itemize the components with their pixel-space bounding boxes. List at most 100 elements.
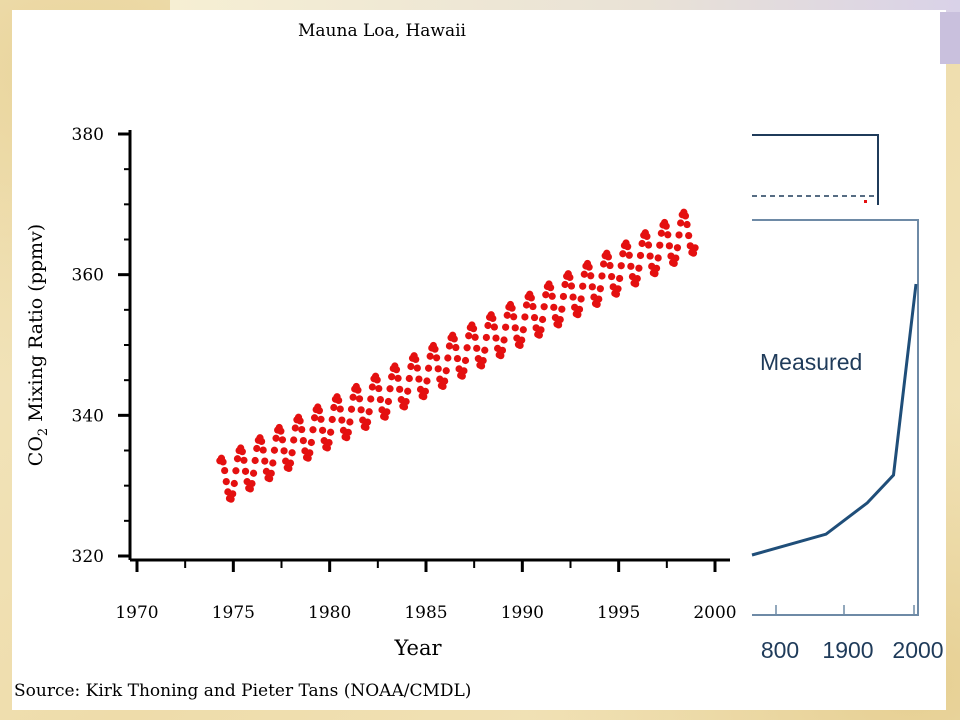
- co2-data-point: [530, 313, 539, 322]
- co2-data-point: [604, 253, 612, 261]
- co2-data-point: [636, 251, 645, 260]
- co2-data-point: [643, 232, 651, 241]
- co2-data-point: [441, 377, 449, 385]
- co2-data-point: [272, 434, 280, 442]
- co2-data-point: [240, 456, 248, 464]
- co2-data-point: [249, 469, 258, 477]
- co2-data-point: [683, 220, 691, 229]
- co2-data-point: [521, 313, 529, 321]
- co2-data-point: [484, 321, 492, 330]
- co2-data-point: [229, 490, 237, 498]
- co2-data-point: [664, 231, 672, 239]
- co2-data-point: [354, 386, 362, 394]
- co2-data-point: [596, 285, 604, 293]
- co2-data-point: [270, 446, 279, 454]
- co2-data-point: [538, 315, 547, 324]
- co2-data-point: [548, 292, 556, 300]
- co2-data-point: [540, 303, 548, 311]
- co2-data-point: [230, 479, 238, 488]
- inset-chart: 800 1900 2000 Measured: [751, 134, 944, 663]
- co2-data-point: [625, 251, 633, 259]
- co2-data-point: [681, 212, 690, 220]
- co2-data-point: [424, 364, 433, 372]
- inset-tick-label: 2000: [892, 637, 943, 663]
- co2-data-point: [550, 303, 558, 311]
- x-ticks: 1970 1975 1980 1985 1990 1995 2000: [115, 560, 737, 623]
- co2-data-point: [291, 424, 299, 432]
- co2-data-point: [442, 367, 450, 375]
- co2-data-point: [367, 395, 375, 403]
- co2-data-point: [346, 418, 354, 426]
- co2-data-point: [473, 344, 481, 352]
- co2-data-point: [423, 377, 431, 385]
- co2-data-point: [471, 333, 479, 341]
- co2-data-point: [405, 374, 413, 383]
- co2-data-point: [384, 397, 393, 406]
- x-tick-label: 1995: [597, 603, 640, 623]
- co2-data-point: [368, 383, 376, 391]
- co2-data-point: [253, 444, 261, 453]
- co2-data-point: [510, 313, 518, 321]
- co2-data-point: [280, 447, 288, 455]
- co2-data-point: [579, 282, 587, 290]
- co2-data-point: [511, 324, 519, 332]
- co2-data-point: [376, 395, 385, 404]
- co2-data-point: [587, 272, 595, 280]
- co2-data-point: [278, 436, 287, 444]
- co2-data-point: [518, 336, 526, 344]
- co2-data-point: [327, 428, 335, 436]
- co2-data-point: [490, 323, 498, 331]
- co2-data-point: [404, 387, 412, 395]
- co2-data-point: [542, 291, 550, 299]
- co2-data-point: [585, 263, 593, 271]
- co2-data-point: [335, 396, 343, 405]
- co2-data-point: [325, 438, 333, 447]
- co2-data-point: [319, 426, 327, 434]
- y-tick-label: 340: [72, 406, 104, 426]
- co2-data-point: [656, 241, 664, 249]
- co2-data-point: [315, 407, 323, 415]
- slide-side-tab: [940, 12, 960, 64]
- co2-data-point: [577, 295, 585, 303]
- co2-data-point: [665, 242, 674, 250]
- co2-data-point: [407, 362, 415, 371]
- co2-data-point: [657, 229, 665, 237]
- y-tick-label: 320: [72, 547, 104, 567]
- co2-data-point: [344, 428, 352, 436]
- inset-frame: [752, 219, 919, 616]
- co2-data-point: [569, 293, 577, 301]
- co2-data-point: [394, 374, 402, 382]
- co2-series: [216, 208, 699, 503]
- co2-data-point: [617, 262, 625, 270]
- co2-data-point: [627, 262, 635, 270]
- co2-data-point: [307, 438, 315, 447]
- co2-data-point: [413, 364, 421, 372]
- co2-data-point: [463, 344, 471, 352]
- co2-data-point: [508, 304, 516, 312]
- x-tick-label: 1975: [212, 603, 255, 623]
- co2-data-point: [662, 222, 670, 230]
- co2-data-point: [363, 418, 372, 426]
- measured-line: [751, 283, 918, 557]
- co2-data-point: [392, 366, 401, 374]
- co2-data-point: [685, 231, 693, 240]
- co2-data-point: [519, 326, 527, 334]
- co2-data-point: [383, 408, 391, 416]
- co2-data-point: [635, 264, 643, 272]
- co2-data-point: [624, 243, 632, 251]
- co2-data-point: [614, 285, 622, 293]
- co2-data-point: [492, 334, 500, 342]
- co2-data-point: [638, 239, 646, 248]
- co2-data-point: [357, 406, 365, 414]
- co2-data-point: [269, 459, 277, 467]
- co2-data-point: [388, 373, 396, 381]
- co2-data-point: [221, 466, 229, 475]
- co2-data-point: [328, 415, 336, 424]
- co2-data-point: [502, 323, 510, 331]
- co2-data-point: [445, 342, 454, 350]
- co2-data-point: [261, 457, 269, 465]
- co2-data-point: [386, 385, 394, 393]
- co2-data-point: [652, 264, 661, 272]
- inset-frame-top: [752, 134, 879, 205]
- co2-data-point: [567, 282, 576, 290]
